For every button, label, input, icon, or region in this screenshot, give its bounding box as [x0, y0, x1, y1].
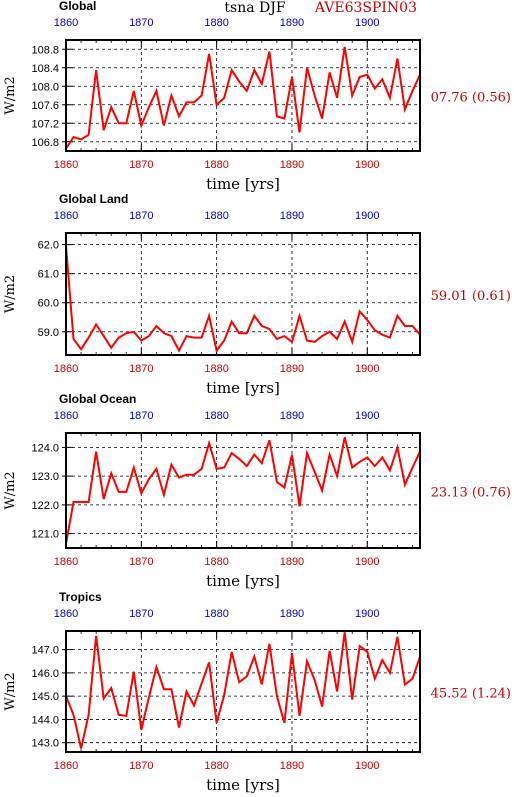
- x-top-tick-label: 1880: [204, 17, 228, 29]
- panel-title: Global: [59, 0, 96, 13]
- y-tick-label: 122.0: [31, 500, 59, 512]
- panel-title: Global Land: [59, 192, 128, 206]
- panel-title: Tropics: [59, 590, 102, 604]
- y-axis-label: W/m2: [3, 672, 18, 710]
- x-tick-label: 1880: [204, 760, 228, 772]
- y-tick-label: 147.0: [31, 645, 59, 657]
- panel-title: Global Ocean: [59, 392, 136, 406]
- x-tick-label: 1860: [54, 556, 78, 568]
- x-top-tick-label: 1860: [54, 17, 78, 29]
- y-tick-label: 107.6: [31, 100, 59, 112]
- x-tick-label: 1870: [129, 363, 153, 375]
- y-tick-label: 146.0: [31, 668, 59, 680]
- x-tick-label: 1880: [204, 363, 228, 375]
- y-tick-label: 145.0: [31, 691, 59, 703]
- x-tick-label: 1890: [280, 363, 304, 375]
- y-tick-label: 60.0: [38, 298, 59, 310]
- plot-frame: [65, 432, 421, 549]
- x-tick-label: 1880: [204, 159, 228, 171]
- panel-1: Global 1860 1860 1870 1870 1880 1880 1890 1890 19…: [3, 0, 511, 193]
- plot-frame: [65, 630, 421, 753]
- panel-3: Global Ocean 1860 1860 1870 1870 1880 1880 1890…: [3, 392, 511, 590]
- x-top-tick-label: 1870: [129, 608, 153, 620]
- stat-annotation: 45.52 (1.24): [431, 687, 511, 702]
- series-line: [65, 437, 421, 544]
- y-tick-label: 108.4: [31, 63, 59, 75]
- experiment-label: AVE63SPIN03: [314, 0, 417, 16]
- y-tick-label: 107.2: [31, 118, 59, 130]
- x-top-tick-label: 1870: [129, 410, 153, 422]
- y-tick-label: 124.0: [31, 442, 59, 454]
- x-tick-label: 1870: [129, 760, 153, 772]
- x-tick-label: 1890: [280, 760, 304, 772]
- x-axis-label: time [yrs]: [206, 572, 280, 590]
- x-top-tick-label: 1890: [280, 17, 304, 29]
- x-top-tick-label: 1900: [355, 210, 379, 222]
- x-axis-label: time [yrs]: [206, 776, 280, 794]
- variable-label: tsna DJF: [224, 0, 285, 16]
- x-top-tick-label: 1900: [355, 410, 379, 422]
- stat-annotation: 07.76 (0.56): [431, 91, 511, 106]
- x-top-tick-label: 1880: [204, 608, 228, 620]
- x-top-tick-label: 1880: [204, 210, 228, 222]
- x-top-tick-label: 1870: [129, 17, 153, 29]
- y-tick-label: 143.0: [31, 738, 59, 750]
- x-top-tick-label: 1870: [129, 210, 153, 222]
- x-tick-label: 1880: [204, 556, 228, 568]
- x-top-tick-label: 1900: [355, 608, 379, 620]
- y-tick-label: 62.0: [38, 240, 59, 252]
- x-tick-label: 1860: [54, 760, 78, 772]
- plot-frame: [65, 39, 421, 152]
- stat-annotation: 23.13 (0.76): [431, 486, 511, 501]
- x-tick-label: 1900: [355, 159, 379, 171]
- x-axis-label: time [yrs]: [206, 379, 280, 397]
- x-top-tick-label: 1860: [54, 410, 78, 422]
- x-tick-label: 1900: [355, 363, 379, 375]
- y-tick-label: 108.8: [31, 44, 59, 56]
- x-top-tick-label: 1860: [54, 210, 78, 222]
- x-tick-label: 1860: [54, 363, 78, 375]
- x-top-tick-label: 1900: [355, 17, 379, 29]
- y-tick-label: 121.0: [31, 529, 59, 541]
- y-axis-label: W/m2: [3, 275, 18, 313]
- x-tick-label: 1890: [280, 159, 304, 171]
- series-line: [65, 632, 421, 749]
- series-line: [65, 46, 421, 150]
- x-top-tick-label: 1890: [280, 210, 304, 222]
- y-axis-label: W/m2: [3, 471, 18, 509]
- y-tick-label: 144.0: [31, 714, 59, 726]
- x-tick-label: 1900: [355, 556, 379, 568]
- x-axis-label: time [yrs]: [206, 175, 280, 193]
- x-tick-label: 1870: [129, 556, 153, 568]
- x-tick-label: 1860: [54, 159, 78, 171]
- panel-2: Global Land 1860 1860 1870 1870 1880 1880 1890 1…: [3, 192, 511, 397]
- y-tick-label: 108.0: [31, 81, 59, 93]
- x-tick-label: 1890: [280, 556, 304, 568]
- x-tick-label: 1870: [129, 159, 153, 171]
- x-tick-label: 1900: [355, 760, 379, 772]
- y-tick-label: 106.8: [31, 137, 59, 149]
- x-top-tick-label: 1880: [204, 410, 228, 422]
- y-tick-label: 61.0: [38, 269, 59, 281]
- panel-4: Tropics 1860 1860 1870 1870 1880 1880 1890 1890 1…: [3, 590, 511, 794]
- x-top-tick-label: 1860: [54, 608, 78, 620]
- y-tick-label: 123.0: [31, 471, 59, 483]
- series-line: [65, 246, 421, 353]
- y-axis-label: W/m2: [3, 76, 18, 114]
- stat-annotation: 59.01 (0.61): [431, 289, 511, 304]
- plot-frame: [65, 232, 421, 356]
- x-top-tick-label: 1890: [280, 410, 304, 422]
- y-tick-label: 59.0: [38, 327, 59, 339]
- x-top-tick-label: 1890: [280, 608, 304, 620]
